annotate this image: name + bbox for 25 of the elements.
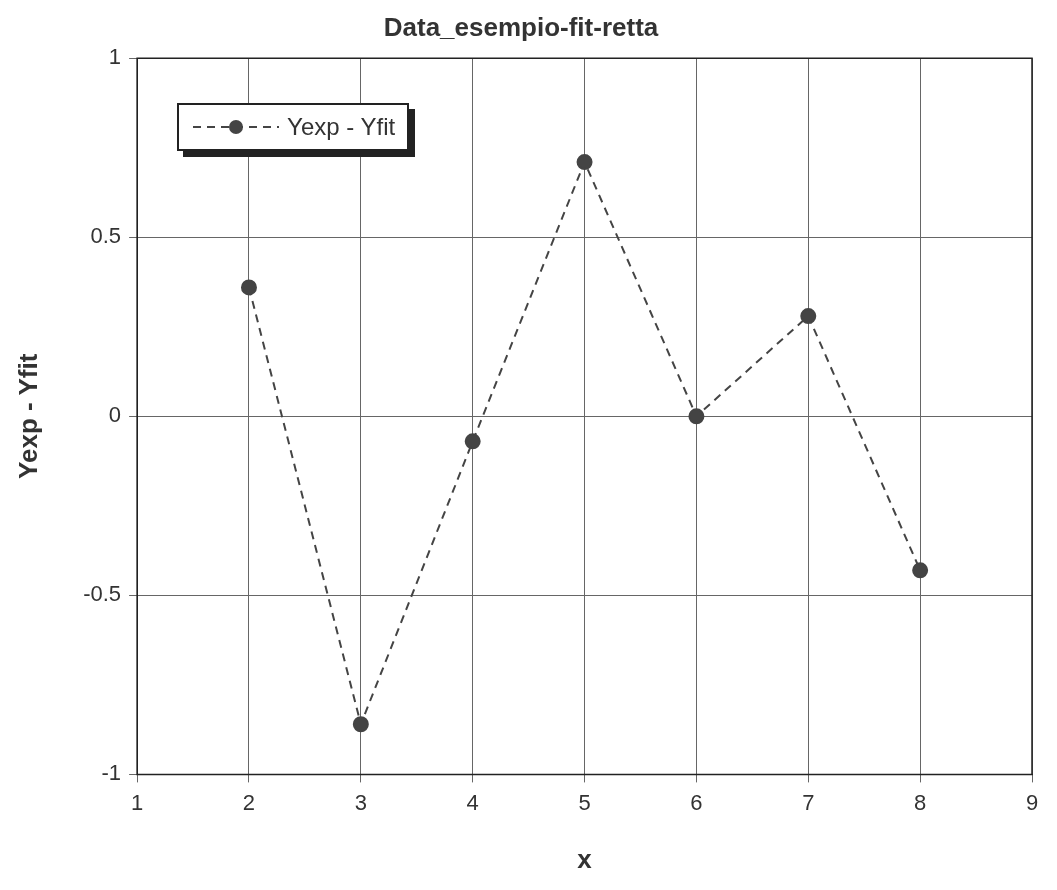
x-tick-label: 7 — [802, 789, 815, 815]
point — [912, 562, 929, 579]
point — [576, 154, 593, 171]
x-tick-label: 1 — [130, 789, 144, 815]
x-tick-label: 4 — [466, 789, 479, 815]
x-tick-label: 8 — [914, 789, 927, 815]
point — [464, 433, 481, 450]
chart-title: Data_esempio-fit-retta — [383, 11, 659, 42]
point — [688, 408, 705, 425]
y-tick-label: 0 — [108, 402, 122, 428]
y-tick-label: 1 — [108, 44, 122, 70]
x-tick-label: 5 — [578, 789, 591, 815]
x-tick-label: 2 — [242, 789, 256, 815]
y-axis-title: Yexp - Yfit — [12, 353, 43, 479]
legend-label: Yexp - Yfit — [287, 113, 396, 142]
x-tick-label: 6 — [690, 789, 703, 815]
point — [800, 308, 817, 325]
x-tick-label: 9 — [1025, 789, 1039, 815]
point — [352, 716, 369, 733]
point — [240, 279, 257, 296]
y-tick-label: -1 — [101, 760, 122, 786]
x-tick-label: 3 — [354, 789, 367, 815]
x-axis-title: x — [577, 843, 593, 874]
y-tick-label: 0.5 — [90, 223, 122, 249]
y-tick-label: -0.5 — [83, 581, 122, 607]
